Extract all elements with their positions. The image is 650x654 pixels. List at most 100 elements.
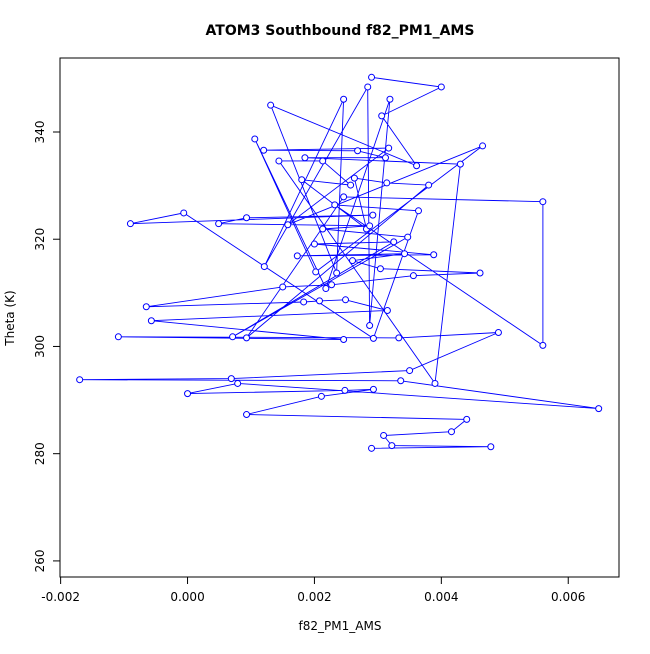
data-point [409,272,417,280]
data-point [476,269,484,277]
y-tick-label: 260 [33,549,47,572]
data-line [79,76,599,449]
data-point [331,201,339,209]
data-point [227,375,235,383]
x-tick-label: 0.006 [551,590,585,604]
data-point [368,444,376,452]
data-point [284,221,292,229]
data-point [406,367,414,375]
data-point [595,405,603,413]
data-point [456,160,464,168]
data-point [293,252,301,260]
data-point [368,73,376,81]
data-point [397,377,405,385]
data-point [126,220,134,228]
data-point [369,334,377,342]
x-axis-label: f82_PM1_AMS [299,619,382,633]
data-point [243,214,251,222]
data-point [349,257,357,265]
data-point [447,428,455,436]
data-point [431,379,439,387]
data-point [388,442,396,450]
data-point [380,431,388,439]
data-point [180,209,188,217]
chart-title: ATOM3 Southbound f82_PM1_AMS [206,23,475,39]
data-point [539,198,547,206]
data-point [267,101,275,109]
data-point [378,112,386,120]
data-point [425,181,433,189]
data-point [279,283,287,291]
data-point [275,157,283,165]
data-point [340,193,348,201]
data-point [322,285,330,293]
data-point [376,265,384,273]
data-point [383,307,391,315]
data-point [147,317,155,325]
data-point [350,174,358,182]
data-point [430,251,438,259]
data-point [463,415,471,423]
data-point [413,162,421,170]
data-point [340,95,348,103]
data-point [243,411,251,419]
y-tick-label: 280 [33,442,47,465]
data-point [414,207,422,215]
data-point [395,334,403,342]
data-point [316,297,324,305]
data-point [340,335,348,343]
x-tick-label: 0.000 [170,590,204,604]
data-point [251,135,259,143]
data-point [383,179,391,187]
y-axis-label: Theta (K) [3,290,17,346]
data-point [301,154,309,162]
data-point [333,269,341,277]
data-point [369,211,377,219]
y-tick-label: 320 [33,228,47,251]
data-point [404,233,412,241]
x-tick-label: -0.002 [41,590,80,604]
data-point [385,144,393,152]
data-point [260,263,268,271]
data-point [539,341,547,349]
data-point [369,385,377,393]
data-point [354,147,362,155]
data-point [300,298,308,306]
data-point [215,220,223,228]
y-tick-label: 300 [33,335,47,358]
data-point [312,268,320,276]
data-point [328,281,336,289]
data-point [243,334,251,342]
data-point [366,222,374,230]
data-point [437,83,445,91]
data-point [234,379,242,387]
data-point [142,303,150,311]
x-tick-label: 0.002 [297,590,331,604]
data-point [401,250,409,258]
data-point [487,443,495,451]
plot-box [59,57,620,578]
data-point [386,95,394,103]
data-point [390,238,398,246]
data-point [319,225,327,233]
data-point [319,157,327,165]
data-point [260,146,268,154]
data-point [382,154,390,162]
data-point [479,142,487,150]
data-point [310,240,318,248]
data-point [494,329,502,337]
data-point [114,333,122,341]
data-point [366,322,374,330]
data-point [347,181,355,189]
data-point [317,392,325,400]
x-tick-label: 0.004 [424,590,458,604]
data-point [76,376,84,384]
data-point [298,176,306,184]
data-point [184,390,192,398]
data-point [229,333,237,341]
data-point [341,386,349,394]
data-point [342,296,350,304]
data-point [364,83,372,91]
y-tick-label: 340 [33,121,47,144]
